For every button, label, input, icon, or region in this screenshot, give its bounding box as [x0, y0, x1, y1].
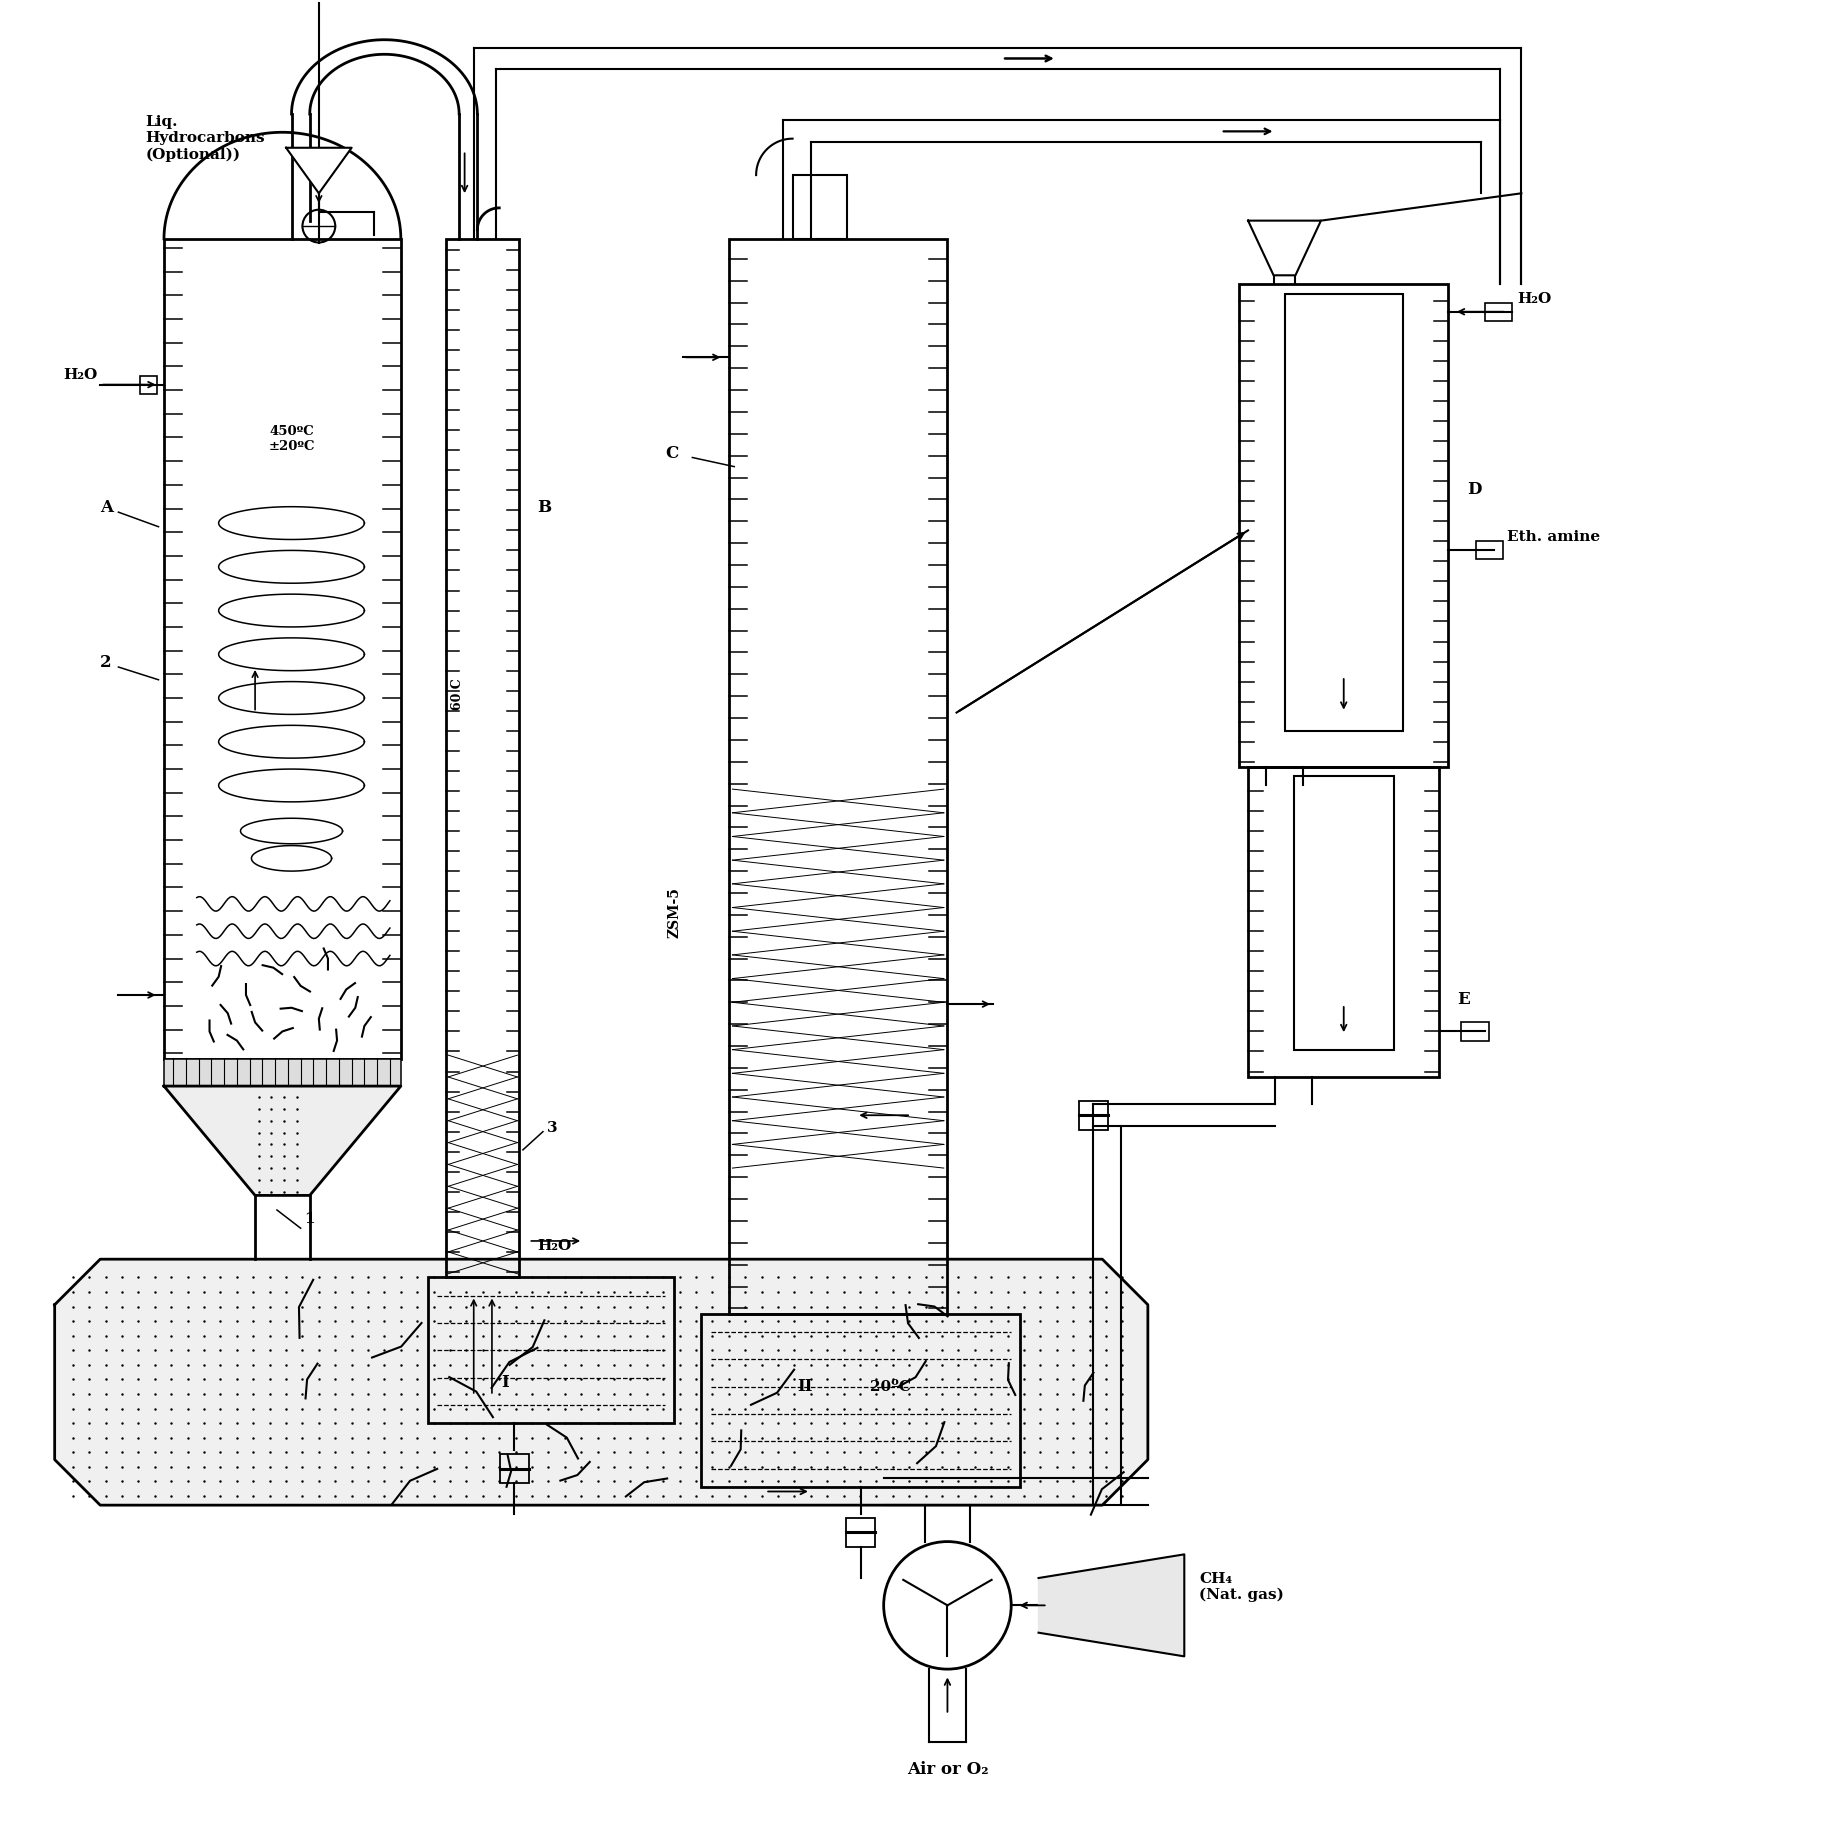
Text: I: I: [501, 1373, 508, 1391]
Bar: [446, 239, 519, 1278]
Bar: [140, 376, 157, 394]
Text: B: B: [537, 498, 552, 517]
Text: Air or O₂: Air or O₂: [907, 1760, 988, 1779]
Polygon shape: [55, 1260, 1148, 1505]
Bar: [793, 175, 847, 239]
Bar: [499, 1453, 528, 1483]
Text: D: D: [1467, 480, 1481, 498]
Bar: [1476, 540, 1503, 559]
Text: 20ºC: 20ºC: [871, 1380, 911, 1395]
Text: 2: 2: [100, 654, 111, 670]
Bar: [1461, 1023, 1489, 1041]
Bar: [1239, 285, 1448, 767]
Text: 60 C: 60 C: [450, 679, 465, 710]
Bar: [428, 1278, 674, 1422]
Text: A: A: [100, 498, 113, 517]
Polygon shape: [1039, 1554, 1184, 1656]
Polygon shape: [1248, 221, 1321, 276]
Bar: [729, 239, 947, 1315]
Text: 450ºC
±20ºC: 450ºC ±20ºC: [268, 425, 315, 453]
Text: E: E: [1458, 992, 1470, 1008]
Bar: [164, 239, 401, 1059]
Bar: [701, 1315, 1020, 1486]
Bar: [1248, 767, 1439, 1077]
Text: 3: 3: [547, 1121, 558, 1134]
Bar: [1485, 303, 1512, 321]
Text: 1: 1: [304, 1212, 315, 1225]
Text: C: C: [665, 444, 678, 462]
Text: Liq.
Hydrocarbons
(Optional)): Liq. Hydrocarbons (Optional)): [146, 115, 266, 163]
Bar: [164, 1059, 401, 1086]
Text: II: II: [798, 1379, 813, 1395]
Bar: [1079, 1101, 1108, 1130]
Bar: [845, 1517, 876, 1547]
Polygon shape: [164, 1086, 401, 1196]
Bar: [1294, 776, 1394, 1050]
Text: CH₄
(Nat. gas): CH₄ (Nat. gas): [1199, 1572, 1285, 1603]
Bar: [1285, 294, 1403, 730]
Text: H₂O: H₂O: [64, 369, 98, 382]
Text: H₂O: H₂O: [537, 1240, 572, 1253]
Polygon shape: [286, 148, 352, 194]
Text: H₂O: H₂O: [1518, 292, 1552, 305]
Text: ZSM-5: ZSM-5: [667, 887, 681, 939]
Text: Eth. amine: Eth. amine: [1507, 530, 1600, 544]
